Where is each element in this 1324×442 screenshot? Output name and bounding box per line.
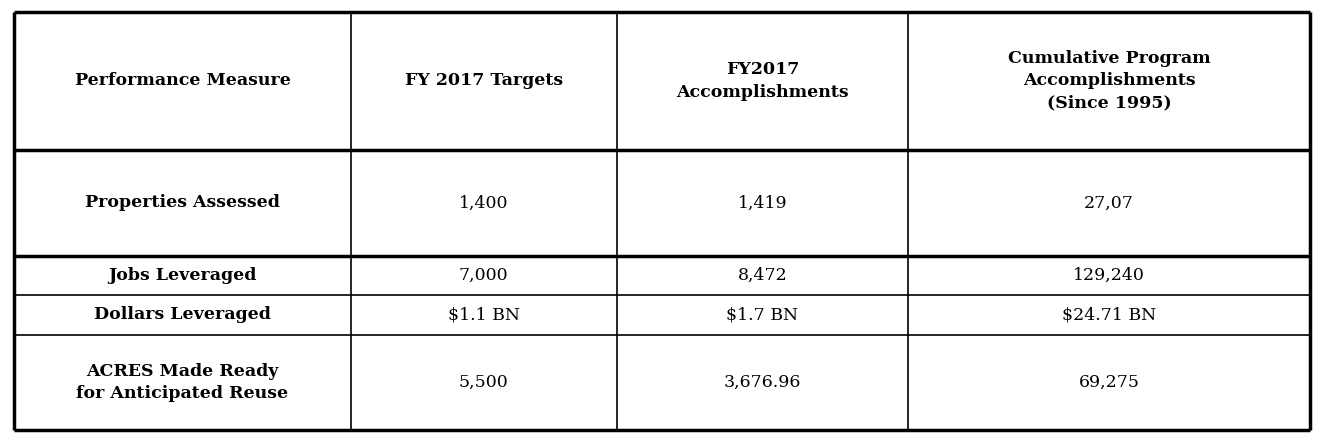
Text: 8,472: 8,472 (737, 267, 788, 284)
Bar (908, 335, 1309, 430)
Bar (617, 12, 908, 150)
Bar (908, 12, 1309, 150)
Text: FY 2017 Targets: FY 2017 Targets (405, 72, 563, 89)
Bar (15, 150, 351, 256)
Bar (617, 295, 908, 335)
Text: Dollars Leveraged: Dollars Leveraged (94, 306, 271, 324)
Bar (908, 150, 1309, 256)
Text: Cumulative Program
Accomplishments
(Since 1995): Cumulative Program Accomplishments (Sinc… (1008, 50, 1210, 112)
Text: 1,419: 1,419 (737, 194, 788, 211)
Bar (351, 256, 617, 295)
Text: 1,400: 1,400 (459, 194, 508, 211)
Bar (351, 12, 617, 150)
Text: 69,275: 69,275 (1079, 374, 1140, 391)
Text: 5,500: 5,500 (459, 374, 508, 391)
Bar (617, 335, 908, 430)
Bar (351, 150, 617, 256)
Text: Properties Assessed: Properties Assessed (85, 194, 279, 211)
Text: $24.71 BN: $24.71 BN (1062, 306, 1156, 324)
Bar (15, 256, 351, 295)
Bar (908, 295, 1309, 335)
Text: $1.7 BN: $1.7 BN (727, 306, 798, 324)
Bar (617, 256, 908, 295)
Bar (617, 150, 908, 256)
Text: $1.1 BN: $1.1 BN (448, 306, 520, 324)
Text: FY2017
Accomplishments: FY2017 Accomplishments (677, 61, 849, 101)
Text: 3,676.96: 3,676.96 (724, 374, 801, 391)
Text: 7,000: 7,000 (459, 267, 508, 284)
Text: ACRES Made Ready
for Anticipated Reuse: ACRES Made Ready for Anticipated Reuse (77, 362, 289, 402)
Text: 27,07: 27,07 (1084, 194, 1135, 211)
Bar (15, 335, 351, 430)
Bar (351, 335, 617, 430)
Bar (351, 295, 617, 335)
Bar (15, 295, 351, 335)
Text: Jobs Leveraged: Jobs Leveraged (109, 267, 257, 284)
Text: Performance Measure: Performance Measure (74, 72, 290, 89)
Bar (15, 12, 351, 150)
Bar (908, 256, 1309, 295)
Text: 129,240: 129,240 (1074, 267, 1145, 284)
